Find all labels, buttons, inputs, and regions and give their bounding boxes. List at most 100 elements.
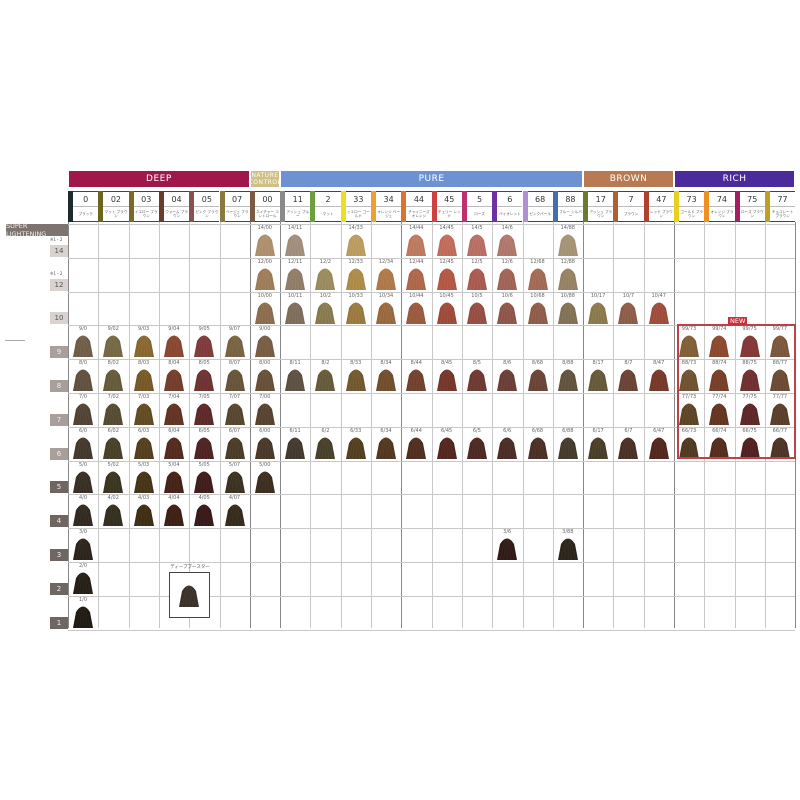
swatch-8-33[interactable]: 8/33 — [341, 359, 371, 393]
swatch-10-6[interactable]: 10/6 — [492, 292, 522, 326]
swatch-12-5[interactable]: 12/5 — [462, 258, 492, 292]
swatch-88-73[interactable]: 88/73 — [674, 359, 704, 393]
swatch-6-68[interactable]: 6/68 — [523, 427, 553, 461]
swatch-8-11[interactable]: 8/11 — [280, 359, 310, 393]
swatch-10-11[interactable]: 10/11 — [280, 292, 310, 326]
swatch-5-02[interactable]: 5/02 — [98, 461, 128, 495]
swatch-10-34[interactable]: 10/34 — [371, 292, 401, 326]
swatch-8-00[interactable]: 8/00 — [250, 359, 280, 393]
swatch-8-02[interactable]: 8/02 — [98, 359, 128, 393]
swatch-12-2[interactable]: 12/2 — [310, 258, 340, 292]
swatch-8-5[interactable]: 8/5 — [462, 359, 492, 393]
swatch-88-77[interactable]: 88/77 — [765, 359, 795, 393]
swatch-5-03[interactable]: 5/03 — [129, 461, 159, 495]
swatch-77-74[interactable]: 77/74 — [704, 393, 734, 427]
swatch-5-0[interactable]: 5/0 — [68, 461, 98, 495]
swatch-12-88[interactable]: 12/88 — [553, 258, 583, 292]
swatch-6-05[interactable]: 6/05 — [189, 427, 219, 461]
swatch-10-68[interactable]: 10/68 — [523, 292, 553, 326]
swatch-14-11[interactable]: 14/11 — [280, 224, 310, 258]
swatch-4-02[interactable]: 4/02 — [98, 494, 128, 528]
swatch-8-7[interactable]: 8/7 — [613, 359, 643, 393]
deep-booster-swatch[interactable] — [169, 572, 210, 618]
swatch-9-0[interactable]: 9/0 — [68, 325, 98, 359]
swatch-8-04[interactable]: 8/04 — [159, 359, 189, 393]
swatch-12-44[interactable]: 12/44 — [401, 258, 431, 292]
swatch-99-77[interactable]: 99/77 — [765, 325, 795, 359]
swatch-77-73[interactable]: 77/73 — [674, 393, 704, 427]
swatch-6-44[interactable]: 6/44 — [401, 427, 431, 461]
swatch-7-04[interactable]: 7/04 — [159, 393, 189, 427]
swatch-10-44[interactable]: 10/44 — [401, 292, 431, 326]
swatch-6-5[interactable]: 6/5 — [462, 427, 492, 461]
swatch-10-88[interactable]: 10/88 — [553, 292, 583, 326]
swatch-9-04[interactable]: 9/04 — [159, 325, 189, 359]
swatch-9-02[interactable]: 9/02 — [98, 325, 128, 359]
swatch-66-74[interactable]: 66/74 — [704, 427, 734, 461]
swatch-4-0[interactable]: 4/0 — [68, 494, 98, 528]
swatch-8-6[interactable]: 8/6 — [492, 359, 522, 393]
swatch-7-00[interactable]: 7/00 — [250, 393, 280, 427]
swatch-6-45[interactable]: 6/45 — [432, 427, 462, 461]
swatch-8-03[interactable]: 8/03 — [129, 359, 159, 393]
swatch-7-03[interactable]: 7/03 — [129, 393, 159, 427]
swatch-1-0[interactable]: 1/0 — [68, 596, 98, 630]
swatch-4-05[interactable]: 4/05 — [189, 494, 219, 528]
swatch-8-88[interactable]: 8/88 — [553, 359, 583, 393]
swatch-4-07[interactable]: 4/07 — [220, 494, 250, 528]
swatch-12-00[interactable]: 12/00 — [250, 258, 280, 292]
swatch-9-03[interactable]: 9/03 — [129, 325, 159, 359]
swatch-7-02[interactable]: 7/02 — [98, 393, 128, 427]
swatch-6-02[interactable]: 6/02 — [98, 427, 128, 461]
swatch-12-33[interactable]: 12/33 — [341, 258, 371, 292]
swatch-8-45[interactable]: 8/45 — [432, 359, 462, 393]
swatch-4-04[interactable]: 4/04 — [159, 494, 189, 528]
swatch-6-2[interactable]: 6/2 — [310, 427, 340, 461]
swatch-8-34[interactable]: 8/34 — [371, 359, 401, 393]
swatch-10-33[interactable]: 10/33 — [341, 292, 371, 326]
swatch-8-0[interactable]: 8/0 — [68, 359, 98, 393]
swatch-12-68[interactable]: 12/68 — [523, 258, 553, 292]
swatch-7-0[interactable]: 7/0 — [68, 393, 98, 427]
swatch-8-47[interactable]: 8/47 — [644, 359, 674, 393]
swatch-10-5[interactable]: 10/5 — [462, 292, 492, 326]
swatch-99-74[interactable]: 99/74 — [704, 325, 734, 359]
swatch-7-05[interactable]: 7/05 — [189, 393, 219, 427]
swatch-3-88[interactable]: 3/88 — [553, 528, 583, 562]
swatch-6-00[interactable]: 6/00 — [250, 427, 280, 461]
swatch-6-0[interactable]: 6/0 — [68, 427, 98, 461]
swatch-10-2[interactable]: 10/2 — [310, 292, 340, 326]
swatch-4-03[interactable]: 4/03 — [129, 494, 159, 528]
swatch-12-11[interactable]: 12/11 — [280, 258, 310, 292]
swatch-99-75[interactable]: 99/75 — [735, 325, 765, 359]
swatch-12-34[interactable]: 12/34 — [371, 258, 401, 292]
swatch-6-17[interactable]: 6/17 — [583, 427, 613, 461]
swatch-5-00[interactable]: 5/00 — [250, 461, 280, 495]
swatch-5-05[interactable]: 5/05 — [189, 461, 219, 495]
swatch-66-75[interactable]: 66/75 — [735, 427, 765, 461]
swatch-8-2[interactable]: 8/2 — [310, 359, 340, 393]
swatch-6-6[interactable]: 6/6 — [492, 427, 522, 461]
swatch-12-45[interactable]: 12/45 — [432, 258, 462, 292]
swatch-8-44[interactable]: 8/44 — [401, 359, 431, 393]
swatch-10-7[interactable]: 10/7 — [613, 292, 643, 326]
swatch-14-5[interactable]: 14/5 — [462, 224, 492, 258]
swatch-8-17[interactable]: 8/17 — [583, 359, 613, 393]
swatch-6-03[interactable]: 6/03 — [129, 427, 159, 461]
swatch-14-44[interactable]: 14/44 — [401, 224, 431, 258]
swatch-7-07[interactable]: 7/07 — [220, 393, 250, 427]
swatch-88-74[interactable]: 88/74 — [704, 359, 734, 393]
swatch-6-7[interactable]: 6/7 — [613, 427, 643, 461]
swatch-8-05[interactable]: 8/05 — [189, 359, 219, 393]
swatch-2-0[interactable]: 2/0 — [68, 562, 98, 596]
swatch-8-68[interactable]: 8/68 — [523, 359, 553, 393]
swatch-3-0[interactable]: 3/0 — [68, 528, 98, 562]
swatch-12-6[interactable]: 12/6 — [492, 258, 522, 292]
swatch-10-45[interactable]: 10/45 — [432, 292, 462, 326]
swatch-6-47[interactable]: 6/47 — [644, 427, 674, 461]
swatch-6-11[interactable]: 6/11 — [280, 427, 310, 461]
swatch-6-34[interactable]: 6/34 — [371, 427, 401, 461]
swatch-8-07[interactable]: 8/07 — [220, 359, 250, 393]
swatch-9-07[interactable]: 9/07 — [220, 325, 250, 359]
swatch-6-07[interactable]: 6/07 — [220, 427, 250, 461]
